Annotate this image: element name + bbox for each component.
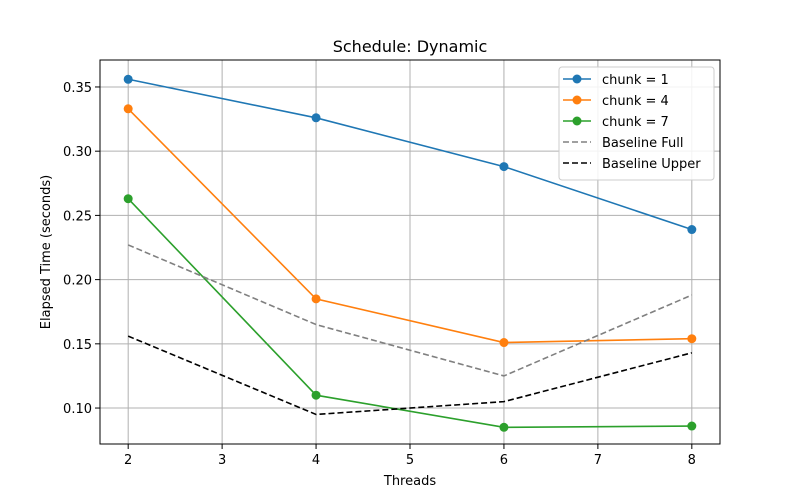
legend-box bbox=[558, 66, 715, 181]
legend-marker bbox=[572, 74, 582, 84]
axis-ticks: 2 3 4 5 6 7 8 0.10 0.15 0.20 0.25 0.30 0.35 bbox=[63, 81, 696, 468]
series-line-chunk-4 bbox=[127, 108, 692, 344]
x-tick-label: 2 bbox=[124, 453, 132, 468]
x-tick-label: 8 bbox=[688, 453, 696, 468]
legend-label: chunk = 4 bbox=[602, 94, 669, 109]
legend-label: chunk = 7 bbox=[602, 115, 669, 130]
y-tick-label: 0.35 bbox=[63, 81, 92, 96]
legend-label: chunk = 1 bbox=[602, 73, 669, 88]
data-point-chunk-1 bbox=[687, 225, 697, 235]
data-point-chunk-7 bbox=[311, 390, 321, 400]
data-point-chunk-1 bbox=[123, 74, 133, 84]
data-point-chunk-4 bbox=[123, 104, 133, 114]
data-point-chunk-7 bbox=[123, 194, 133, 204]
series-layer bbox=[123, 74, 697, 432]
x-tick-label: 6 bbox=[500, 453, 508, 468]
data-point-chunk-7 bbox=[499, 422, 509, 432]
data-point-chunk-4 bbox=[687, 334, 697, 344]
chart-title: Schedule: Dynamic bbox=[333, 37, 488, 56]
data-point-chunk-1 bbox=[499, 162, 509, 172]
legend-label: Baseline Full bbox=[602, 136, 683, 151]
series-line-chunk-1 bbox=[128, 78, 693, 231]
legend-marker bbox=[572, 95, 582, 105]
x-tick-label: 4 bbox=[312, 453, 320, 468]
y-tick-label: 0.10 bbox=[63, 402, 92, 417]
data-point-chunk-1 bbox=[311, 113, 321, 123]
legend: chunk = 1 chunk = 4 chunk = 7 Baseline Full… bbox=[558, 66, 715, 181]
x-axis-label: Threads bbox=[383, 474, 436, 489]
data-point-chunk-7 bbox=[687, 421, 697, 431]
y-tick-label: 0.20 bbox=[63, 274, 92, 289]
data-point-chunk-4 bbox=[311, 294, 321, 304]
x-tick-label: 7 bbox=[594, 453, 602, 468]
legend-marker bbox=[572, 116, 582, 126]
y-tick-label: 0.15 bbox=[63, 338, 92, 353]
series-line-baseline-full bbox=[127, 244, 693, 377]
series-line-chunk-7 bbox=[127, 198, 692, 429]
data-point-chunk-4 bbox=[499, 338, 509, 348]
series-line-baseline-upper bbox=[127, 335, 693, 416]
y-axis-label: Elapsed Time (seconds) bbox=[39, 175, 54, 329]
legend-label: Baseline Upper bbox=[602, 157, 701, 172]
y-tick-label: 0.25 bbox=[63, 209, 92, 224]
x-tick-label: 5 bbox=[406, 453, 414, 468]
x-tick-label: 3 bbox=[218, 453, 226, 468]
y-tick-label: 0.30 bbox=[63, 145, 92, 160]
